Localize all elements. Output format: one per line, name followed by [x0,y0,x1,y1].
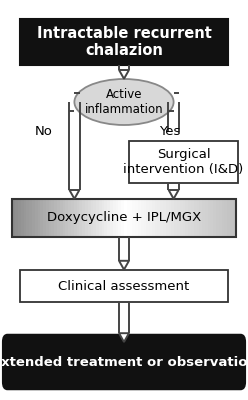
Ellipse shape [74,79,174,125]
Bar [208,199,211,237]
Bar [102,199,104,237]
Bar [152,199,155,237]
Bar [186,199,188,237]
Bar [43,199,46,237]
Bar [227,199,230,237]
Bar [93,199,96,237]
Bar [171,199,174,237]
Polygon shape [119,261,129,270]
Bar [196,199,199,237]
Bar [194,199,196,237]
Bar [149,199,152,237]
Bar [24,199,26,237]
Bar [52,199,54,237]
Bar [85,199,88,237]
Bar [135,199,138,237]
Bar [124,199,127,237]
Bar [146,199,149,237]
Polygon shape [119,333,129,342]
Bar [219,199,222,237]
Bar [183,199,186,237]
Bar [49,199,52,237]
Bar [199,199,202,237]
Bar [104,199,107,237]
Bar [233,199,236,237]
FancyBboxPatch shape [129,141,238,183]
Bar [202,199,205,237]
Bar [12,199,15,237]
Bar [110,199,113,237]
Bar [121,199,124,237]
Bar [138,199,141,237]
Bar [54,199,57,237]
Bar [191,199,194,237]
Bar [119,199,121,237]
Bar [99,199,102,237]
Polygon shape [169,190,179,199]
Bar [46,199,49,237]
Bar [177,199,180,237]
Bar [169,199,171,237]
Bar [163,199,166,237]
Bar [144,199,146,237]
Bar [213,199,216,237]
Bar [60,199,62,237]
Bar [68,199,71,237]
Text: Yes: Yes [159,125,181,138]
Bar [29,199,32,237]
Bar [57,199,60,237]
Bar [26,199,29,237]
Polygon shape [119,70,129,79]
Bar [216,199,219,237]
Bar [82,199,85,237]
Bar [166,199,169,237]
Bar [96,199,99,237]
Text: No: No [34,125,52,138]
Bar [132,199,135,237]
Bar [21,199,24,237]
Bar [35,199,37,237]
Text: Clinical assessment: Clinical assessment [58,280,190,292]
Bar [180,199,183,237]
Bar [71,199,74,237]
Bar [91,199,93,237]
Bar [77,199,79,237]
Bar [224,199,227,237]
FancyBboxPatch shape [3,335,245,389]
Bar [32,199,35,237]
Text: Doxycycline + IPL/MGX: Doxycycline + IPL/MGX [47,212,201,224]
Bar [160,199,163,237]
Bar [157,199,160,237]
Bar [222,199,224,237]
Bar [230,199,233,237]
Bar [188,199,191,237]
Bar [65,199,68,237]
Bar [18,199,21,237]
FancyBboxPatch shape [20,270,228,302]
Bar [116,199,118,237]
Text: Surgical
intervention (I&D): Surgical intervention (I&D) [124,148,244,176]
Bar [127,199,129,237]
Bar [211,199,213,237]
Bar [15,199,18,237]
Polygon shape [69,190,79,199]
Bar [129,199,132,237]
Bar [88,199,91,237]
Text: Active
inflammation: Active inflammation [85,88,163,116]
Bar [155,199,157,237]
FancyBboxPatch shape [20,19,228,65]
Bar [62,199,65,237]
Bar [141,199,144,237]
Text: Intractable recurrent
chalazion: Intractable recurrent chalazion [36,26,212,58]
Bar [205,199,208,237]
Text: Extended treatment or observation: Extended treatment or observation [0,356,248,368]
Bar [174,199,177,237]
Bar [40,199,43,237]
Bar [113,199,116,237]
Bar [37,199,40,237]
Bar [74,199,77,237]
Bar [79,199,82,237]
Bar [107,199,110,237]
